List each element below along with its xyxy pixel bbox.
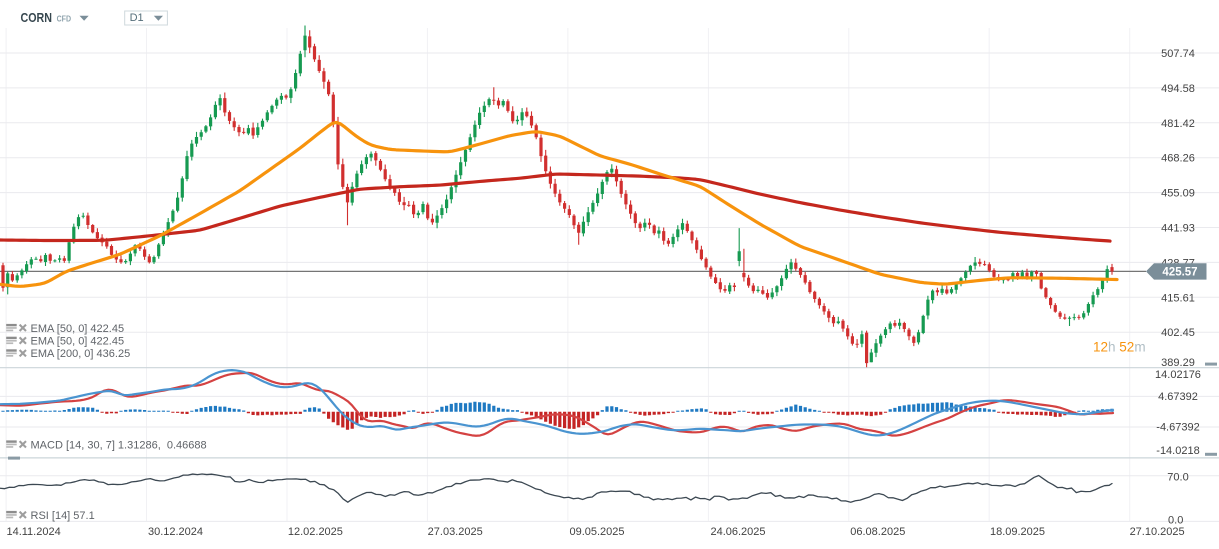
svg-text:-14.0218: -14.0218 [1156, 445, 1199, 457]
svg-text:14.02176: 14.02176 [1155, 369, 1201, 381]
svg-text:455.09: 455.09 [1161, 188, 1195, 200]
svg-text:70.0: 70.0 [1167, 471, 1188, 483]
svg-text:4.67392: 4.67392 [1158, 391, 1198, 403]
svg-text:14.11.2024: 14.11.2024 [6, 526, 60, 538]
svg-text:D1: D1 [130, 12, 144, 24]
svg-text:EMA [50, 0] 422.45: EMA [50, 0] 422.45 [31, 336, 125, 348]
svg-text:402.45: 402.45 [1161, 327, 1195, 339]
svg-text:09.05.2025: 09.05.2025 [569, 526, 624, 538]
svg-text:389.29: 389.29 [1161, 357, 1195, 369]
svg-text:27.03.2025: 27.03.2025 [428, 526, 483, 538]
svg-text:494.58: 494.58 [1161, 83, 1195, 95]
svg-text:CORN: CORN [21, 10, 53, 25]
svg-text:468.26: 468.26 [1161, 153, 1195, 165]
svg-text:12h 52m: 12h 52m [1093, 340, 1146, 355]
svg-text:0.0: 0.0 [1168, 514, 1183, 526]
svg-text:-4.67392: -4.67392 [1156, 421, 1199, 433]
svg-text:30.12.2024: 30.12.2024 [148, 526, 203, 538]
svg-text:CFD: CFD [57, 14, 72, 24]
svg-text:MACD [14, 30, 7] 1.31286, 0.4: MACD [14, 30, 7] 1.31286, 0.46688 [31, 439, 207, 451]
svg-text:EMA [50, 0] 422.45: EMA [50, 0] 422.45 [31, 323, 125, 335]
svg-text:EMA [200, 0] 436.25: EMA [200, 0] 436.25 [31, 348, 131, 360]
svg-text:415.61: 415.61 [1161, 292, 1195, 304]
svg-text:507.74: 507.74 [1161, 48, 1195, 60]
svg-text:441.93: 441.93 [1161, 223, 1195, 235]
svg-text:12.02.2025: 12.02.2025 [288, 526, 343, 538]
svg-text:481.42: 481.42 [1161, 118, 1195, 130]
svg-text:425.57: 425.57 [1162, 267, 1197, 279]
svg-text:RSI [14] 57.1: RSI [14] 57.1 [31, 510, 95, 522]
svg-text:24.06.2025: 24.06.2025 [710, 526, 765, 538]
svg-text:27.10.2025: 27.10.2025 [1130, 526, 1185, 538]
svg-text:06.08.2025: 06.08.2025 [850, 526, 905, 538]
svg-text:18.09.2025: 18.09.2025 [990, 526, 1045, 538]
